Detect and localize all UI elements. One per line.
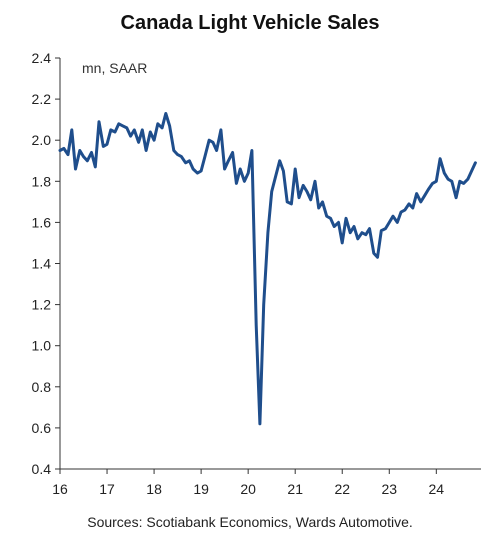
- chart-title: Canada Light Vehicle Sales: [120, 12, 380, 34]
- y-tick-label: 1.8: [32, 173, 52, 189]
- x-tick-label: 23: [381, 481, 397, 497]
- y-tick-label: 1.6: [32, 214, 52, 230]
- y-tick-label: 2.4: [32, 50, 52, 66]
- x-tick-label: 20: [240, 481, 256, 497]
- y-tick-label: 0.6: [32, 420, 52, 436]
- y-tick-label: 2.2: [32, 91, 52, 107]
- y-tick-label: 0.4: [32, 461, 52, 477]
- y-tick-label: 0.8: [32, 379, 52, 395]
- y-tick-label: 1.4: [32, 256, 52, 272]
- y-tick-label: 1.2: [32, 297, 52, 313]
- units-label: mn, SAAR: [82, 60, 148, 76]
- x-tick-label: 19: [193, 481, 209, 497]
- sales-line: [58, 112, 477, 426]
- y-ticks: 0.4 0.6 0.8 1.0 1.2 1.4 1.6 1.8 2.0 2.2 2.4: [32, 50, 60, 477]
- x-tick-label: 18: [146, 481, 162, 497]
- y-tick-label: 1.0: [32, 338, 52, 354]
- x-tick-label: 16: [52, 481, 68, 497]
- y-tick-label: 2.0: [32, 132, 52, 148]
- x-tick-label: 21: [287, 481, 303, 497]
- x-ticks: 16 17 18 19 20 21 22 23 24: [52, 469, 444, 497]
- x-tick-label: 22: [334, 481, 350, 497]
- x-tick-label: 17: [99, 481, 115, 497]
- source-note: Sources: Scotiabank Economics, Wards Aut…: [87, 514, 413, 530]
- x-tick-label: 24: [429, 481, 445, 497]
